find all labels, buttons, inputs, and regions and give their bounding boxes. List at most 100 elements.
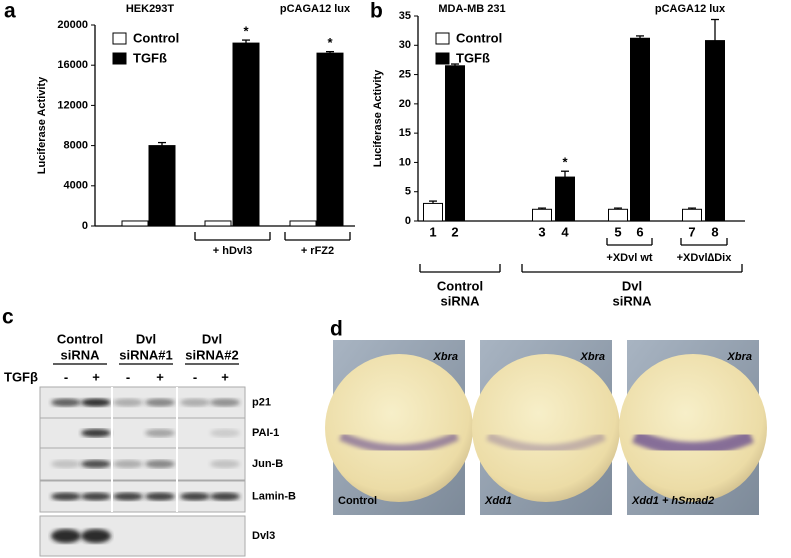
panel-letter: b (370, 0, 383, 23)
x-tick-label: 1 (429, 224, 436, 239)
band (210, 429, 240, 437)
bar (316, 52, 344, 227)
sirna-label: siRNA (440, 293, 480, 308)
chart-header: pCAGA12 lux (655, 3, 726, 15)
lane-sign: + (156, 369, 164, 384)
bar (555, 176, 575, 222)
lane-sign: - (64, 369, 68, 384)
blot-header: Dvl (136, 331, 156, 346)
y-tick-label: 12000 (57, 99, 88, 111)
band (81, 398, 111, 407)
panel-letter: a (4, 0, 16, 23)
embryo (472, 354, 620, 502)
lane-sign: + (92, 369, 100, 384)
group-label: + hDvl3 (213, 245, 252, 257)
y-tick-label: 30 (399, 39, 411, 51)
error-bar (688, 207, 696, 210)
error-bar (158, 141, 166, 146)
stain-band (339, 431, 459, 454)
x-tick-label: 5 (614, 224, 621, 239)
y-tick-label: 20000 (57, 19, 88, 31)
y-tick-label: 20 (399, 98, 411, 110)
embryo (325, 354, 473, 502)
error-bar (451, 63, 459, 66)
x-tick-label: 6 (636, 224, 643, 239)
band (51, 460, 81, 468)
y-tick-label: 0 (405, 215, 411, 227)
y-tick-label: 8000 (64, 140, 88, 152)
bar (289, 220, 317, 227)
bar (148, 145, 176, 227)
blot-row-label: PAI-1 (252, 427, 279, 439)
lane-sign: - (126, 369, 130, 384)
band (210, 398, 240, 407)
panel-letter: c (2, 306, 14, 329)
error-bar (561, 170, 569, 178)
x-tick-label: 8 (711, 224, 718, 239)
error-bar (429, 200, 437, 204)
bar (705, 40, 725, 222)
legend-label: Control (133, 30, 179, 45)
gene-label: Xbra (580, 351, 605, 363)
bar (121, 220, 149, 227)
error-bar (636, 35, 644, 39)
error-bar (614, 207, 622, 210)
blot-header: Control (57, 331, 103, 346)
lane-sign: - (193, 369, 197, 384)
band (113, 398, 143, 407)
legend-label: Control (456, 30, 502, 45)
y-tick-label: 0 (82, 220, 88, 232)
significance: * (327, 35, 333, 50)
blot-row-label: Jun-B (252, 458, 283, 470)
y-tick-label: 25 (399, 68, 411, 80)
sirna-label: siRNA (612, 293, 652, 308)
blot-header: siRNA#2 (185, 347, 238, 362)
condition-label: Xdd1 + hSmad2 (631, 495, 714, 507)
band (113, 460, 143, 468)
band (180, 398, 210, 407)
condition-label: Control (338, 495, 377, 507)
bar (630, 37, 650, 222)
legend-swatch (112, 52, 127, 65)
y-tick-label: 5 (405, 186, 411, 198)
bar (423, 202, 443, 222)
band (51, 492, 81, 501)
y-tick-label: 15 (399, 127, 411, 139)
band (145, 460, 175, 468)
significance: * (562, 155, 568, 170)
legend-swatch (435, 52, 450, 65)
blot-header: siRNA (60, 347, 100, 362)
band (145, 398, 175, 407)
rescue-label: +XDvl wt (606, 252, 652, 264)
y-axis-title: Luciferase Activity (36, 76, 48, 174)
band (210, 460, 240, 468)
stain-band (632, 429, 754, 456)
band (180, 492, 210, 501)
error-bar (326, 50, 334, 54)
panel-letter: d (330, 318, 343, 341)
error-bar (538, 207, 546, 210)
chart-header: HEK293T (126, 3, 175, 15)
embryo-images: Xbra Control Xbra Xdd1 Xbra Xdd1 + hSmad2 (325, 340, 767, 515)
chart-header: pCAGA12 lux (280, 3, 351, 15)
sirna-label: Dvl (622, 278, 642, 293)
x-tick-label: 7 (688, 224, 695, 239)
band (81, 429, 111, 437)
bar (608, 208, 628, 222)
band (81, 492, 111, 501)
treatment-label: TGFβ (4, 369, 38, 384)
group-label: + rFZ2 (301, 245, 334, 257)
legend-swatch (435, 32, 450, 45)
band (81, 529, 111, 543)
blot-row-label: p21 (252, 396, 271, 408)
condition-label: Xdd1 (484, 495, 512, 507)
gene-label: Xbra (727, 351, 752, 363)
bar (532, 208, 552, 222)
blot-header: siRNA#1 (119, 347, 172, 362)
y-axis-title: Luciferase Activity (372, 69, 384, 167)
bar (232, 42, 260, 227)
blot-row-label: Lamin-B (252, 490, 296, 502)
